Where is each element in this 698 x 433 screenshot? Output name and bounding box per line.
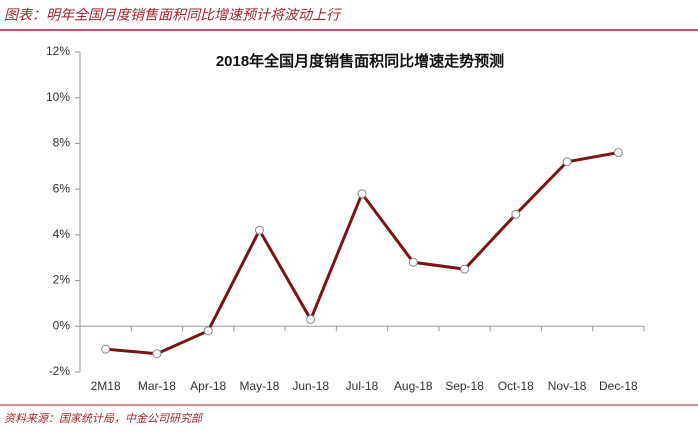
series-line [105, 151, 619, 356]
y-tick-label: 10% [46, 90, 70, 104]
data-point [306, 314, 316, 324]
y-tick-label: 2% [53, 273, 71, 287]
x-tick-label: Apr-18 [190, 379, 226, 393]
data-point [511, 209, 521, 219]
y-tick-label: 12% [46, 44, 70, 58]
x-tick-label: May-18 [239, 379, 279, 393]
x-tick-label: Oct-18 [498, 379, 534, 393]
x-tick-label: Jun-18 [292, 379, 329, 393]
x-tick-label: 2M18 [91, 379, 121, 393]
x-tick-label: Dec-18 [599, 379, 638, 393]
chart-title: 2018年全国月度销售面积同比增速走势预测 [216, 52, 504, 70]
y-tick-label: 0% [53, 318, 71, 332]
x-tick-label: Aug-18 [394, 379, 433, 393]
data-point [408, 257, 418, 267]
data-point [613, 148, 623, 158]
y-tick-label: 8% [53, 136, 71, 150]
header-title: 图表：明年全国月度销售面积同比增速预计将波动上行 [4, 7, 342, 23]
y-tick-label: -2% [49, 364, 71, 378]
data-point [152, 349, 162, 359]
data-point [203, 326, 213, 336]
data-point [101, 344, 111, 354]
data-point [460, 264, 470, 274]
x-tick-label: Sep-18 [445, 379, 484, 393]
data-point [254, 225, 264, 235]
x-tick-label: Nov-18 [548, 379, 587, 393]
source-note: 资料来源：国家统计局，中金公司研究部 [4, 412, 204, 425]
x-tick-label: Mar-18 [138, 379, 176, 393]
y-tick-label: 6% [53, 181, 71, 195]
x-tick-label: Jul-18 [346, 379, 379, 393]
data-point [562, 157, 572, 167]
data-point [357, 189, 367, 199]
y-tick-label: 4% [53, 227, 71, 241]
